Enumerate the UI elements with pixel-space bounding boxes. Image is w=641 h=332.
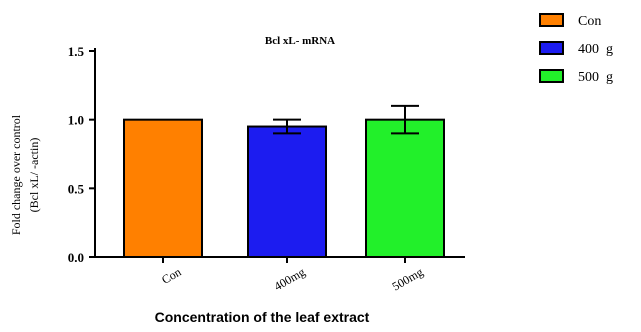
bars — [123, 118, 445, 258]
x-axis-ticks: Con 400mg 500mg — [159, 257, 426, 294]
legend-swatch — [539, 41, 564, 55]
bar-400mg — [247, 125, 327, 258]
y-tick-label: 0.0 — [68, 250, 84, 265]
x-axis-label: Concentration of the leaf extract — [155, 309, 370, 325]
chart-title: Bcl xL- mRNA — [265, 35, 335, 47]
legend: Con 400 g 500 g — [539, 13, 613, 85]
x-tick-label: 500mg — [390, 265, 426, 294]
y-axis-label: Fold change over control (Bcl xL/ -actin… — [9, 114, 41, 235]
x-tick-label: 400mg — [272, 265, 308, 294]
legend-swatch — [539, 69, 564, 83]
legend-label: 500 g — [578, 70, 613, 85]
y-tick-label: 1.0 — [68, 113, 84, 128]
y-axis-label-line1: Fold change over control — [9, 114, 23, 235]
y-axis-ticks: 0.0 0.5 1.0 1.5 — [68, 44, 95, 265]
y-tick-label: 0.5 — [68, 181, 85, 196]
x-tick-label: Con — [159, 265, 183, 287]
legend-label: Con — [578, 14, 601, 29]
y-axis-label-line2: (Bcl xL/ -actin) — [27, 138, 41, 213]
bar-con — [123, 118, 203, 258]
legend-swatch — [539, 13, 564, 27]
legend-label: 400 g — [578, 42, 613, 57]
error-bars — [273, 104, 419, 135]
bar-500mg — [365, 118, 445, 258]
y-tick-label: 1.5 — [68, 44, 85, 59]
